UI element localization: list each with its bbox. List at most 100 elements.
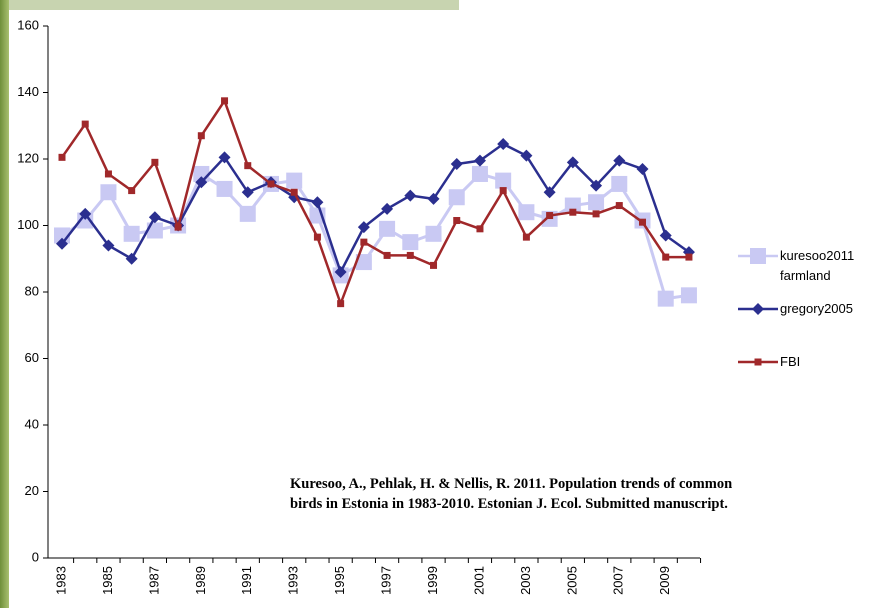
point bbox=[286, 172, 303, 189]
point bbox=[659, 229, 672, 242]
y-tick-label: 100 bbox=[17, 217, 39, 232]
background-photo bbox=[0, 0, 9, 608]
point bbox=[313, 233, 321, 241]
point bbox=[639, 218, 646, 226]
background-photo bbox=[9, 0, 459, 10]
x-tick-label: 2001 bbox=[471, 566, 486, 595]
point bbox=[357, 221, 370, 234]
x-tick-label: 2005 bbox=[564, 566, 579, 595]
point bbox=[471, 165, 488, 182]
x-tick-label: 1993 bbox=[286, 566, 301, 595]
series-line bbox=[60, 98, 689, 308]
point bbox=[499, 187, 507, 195]
point bbox=[588, 194, 605, 211]
point bbox=[522, 233, 530, 241]
y-tick-label: 140 bbox=[17, 84, 39, 99]
point bbox=[752, 303, 764, 315]
point bbox=[104, 170, 112, 178]
legend-label: kuresoo2011 farmland bbox=[780, 248, 855, 283]
y-tick-label: 40 bbox=[25, 416, 39, 431]
point bbox=[218, 151, 231, 164]
point bbox=[195, 176, 208, 189]
x-tick-label: 1985 bbox=[100, 566, 115, 595]
point bbox=[148, 211, 161, 224]
point bbox=[592, 210, 600, 218]
x-tick-label: 2009 bbox=[657, 566, 672, 595]
point bbox=[518, 204, 535, 221]
point bbox=[453, 217, 461, 225]
point bbox=[615, 202, 623, 210]
point bbox=[425, 225, 442, 242]
point bbox=[267, 180, 275, 188]
point bbox=[754, 358, 762, 366]
point bbox=[750, 248, 766, 264]
point bbox=[128, 187, 136, 195]
x-tick-label: 1989 bbox=[193, 566, 208, 595]
point bbox=[569, 208, 577, 216]
point bbox=[402, 234, 419, 251]
y-tick-label: 160 bbox=[17, 17, 39, 32]
point bbox=[546, 212, 554, 220]
x-tick-label: 1991 bbox=[239, 566, 254, 595]
point bbox=[685, 253, 693, 261]
point bbox=[430, 261, 438, 269]
x-tick-label: 1997 bbox=[379, 566, 394, 595]
point bbox=[448, 189, 465, 206]
citation: Kuresoo, A., Pehlak, H. & Nellis, R. 201… bbox=[290, 474, 732, 514]
point bbox=[520, 149, 533, 162]
x-tick-label: 1983 bbox=[53, 566, 68, 595]
point bbox=[174, 223, 182, 231]
point bbox=[58, 153, 66, 161]
point bbox=[495, 172, 512, 189]
point bbox=[79, 207, 92, 220]
point bbox=[241, 186, 254, 199]
point bbox=[497, 138, 510, 151]
y-tick-label: 0 bbox=[32, 549, 39, 564]
x-tick-label: 1999 bbox=[425, 566, 440, 595]
point bbox=[473, 154, 486, 167]
point bbox=[543, 186, 556, 199]
point bbox=[636, 162, 649, 175]
point bbox=[221, 97, 229, 105]
point bbox=[450, 157, 463, 170]
x-tick-label: 2003 bbox=[518, 566, 533, 595]
y-tick-label: 60 bbox=[25, 350, 39, 365]
point bbox=[404, 189, 417, 202]
y-tick-label: 20 bbox=[25, 483, 39, 498]
point bbox=[125, 252, 138, 265]
x-tick-label: 1987 bbox=[146, 566, 161, 595]
point bbox=[77, 212, 94, 229]
point bbox=[355, 254, 372, 271]
series-line bbox=[61, 171, 690, 301]
point bbox=[564, 197, 581, 214]
y-tick-label: 80 bbox=[25, 283, 39, 298]
x-tick-label: 1995 bbox=[332, 566, 347, 595]
point bbox=[102, 239, 115, 252]
point bbox=[239, 205, 256, 222]
point bbox=[334, 266, 347, 279]
point bbox=[613, 154, 626, 167]
point bbox=[476, 225, 484, 233]
point bbox=[311, 196, 324, 209]
point bbox=[383, 251, 391, 259]
legend-label: FBI bbox=[780, 354, 801, 369]
citation-line: Kuresoo, A., Pehlak, H. & Nellis, R. 201… bbox=[290, 476, 733, 492]
point bbox=[662, 253, 670, 261]
x-tick-label: 2007 bbox=[611, 566, 626, 595]
point bbox=[244, 162, 252, 170]
point bbox=[611, 175, 628, 192]
point bbox=[123, 225, 140, 242]
point bbox=[337, 300, 345, 308]
point bbox=[381, 202, 394, 215]
point bbox=[427, 192, 440, 205]
point bbox=[406, 251, 414, 259]
point bbox=[590, 179, 603, 192]
y-tick-label: 120 bbox=[17, 150, 39, 165]
legend-label: gregory2005 bbox=[780, 301, 853, 316]
point bbox=[56, 237, 68, 250]
point bbox=[360, 238, 368, 246]
series-line bbox=[61, 142, 690, 276]
point bbox=[151, 158, 159, 166]
